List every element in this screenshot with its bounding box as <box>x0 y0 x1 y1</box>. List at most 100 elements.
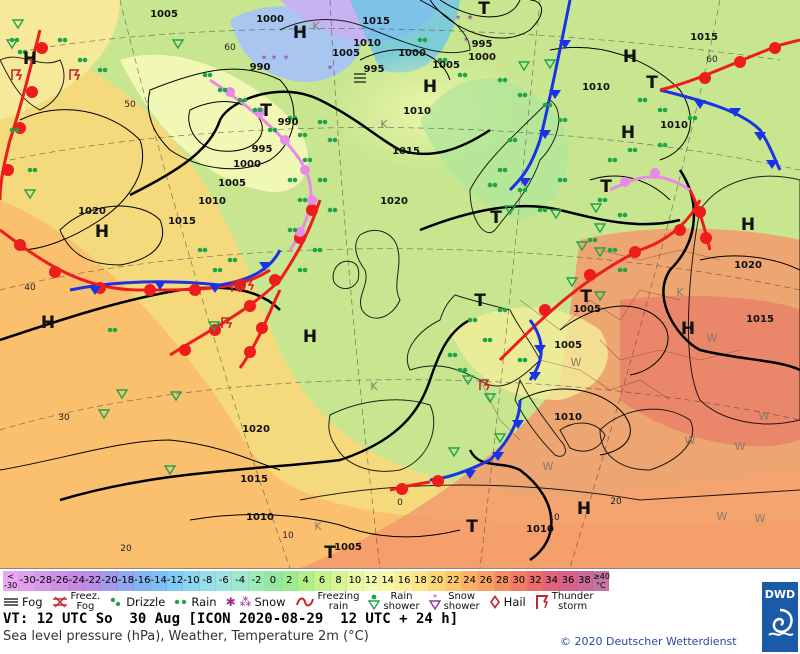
rain-symbol <box>502 307 508 313</box>
snow-symbol: * <box>468 14 473 25</box>
cold-front-marker <box>259 262 271 271</box>
isobar-label: 995 <box>364 64 385 75</box>
warm-front-marker <box>674 224 686 236</box>
warm-region-label: W <box>571 356 582 369</box>
rain-symbol <box>517 92 523 98</box>
rain-symbol <box>257 107 263 113</box>
rain-symbol <box>302 132 308 138</box>
cold-front-marker <box>89 286 101 295</box>
scale-cell: 30 <box>511 571 528 591</box>
latitude-label: 60 <box>224 43 236 53</box>
scale-cell: 0 <box>265 571 282 591</box>
rain-symbol <box>17 49 23 55</box>
warm-front-marker <box>269 274 281 286</box>
rain-shower-symbol <box>493 433 507 444</box>
snow-symbol: * <box>464 36 469 47</box>
scale-cell: 10 <box>347 571 364 591</box>
rain-symbol <box>332 207 338 213</box>
dwd-logo-text: DWD <box>764 588 796 601</box>
rain-symbol <box>657 142 663 148</box>
high-pressure-center: H <box>623 47 637 67</box>
isobar-label: 1005 <box>334 542 362 553</box>
rain-symbol <box>542 102 548 108</box>
rain-symbol <box>272 127 278 133</box>
scale-cell: -30 <box>19 571 36 591</box>
cold-front-marker <box>492 452 504 461</box>
rain-symbol <box>457 367 463 373</box>
rain-symbol <box>467 317 473 323</box>
rain-shower-symbol <box>5 39 19 50</box>
weather-legend: Fog Freez. Fog Drizzle Rain ✱ ⁂ Snow Free… <box>3 592 763 612</box>
warm-front-marker <box>700 232 712 244</box>
cold-front-marker <box>519 178 531 187</box>
rain-symbol <box>557 117 563 123</box>
rain-symbol <box>287 227 293 233</box>
warm-front-marker <box>432 475 444 487</box>
isobar-label: 1015 <box>746 314 774 325</box>
high-pressure-center: H <box>577 499 591 519</box>
rain-shower-symbol <box>503 205 517 216</box>
scale-cell: -14 <box>150 571 167 591</box>
warm-region-label: W <box>707 332 718 345</box>
rain-symbol <box>242 97 248 103</box>
rain-symbol <box>612 157 618 163</box>
scale-cell: 34 <box>543 571 561 591</box>
rain-shower-symbol <box>549 209 563 220</box>
scale-cell: -22 <box>84 571 102 591</box>
cold-front-marker <box>209 284 221 293</box>
rain-symbol <box>62 37 68 43</box>
rain-symbol <box>512 137 518 143</box>
low-pressure-center: T <box>474 291 486 311</box>
warm-front-marker <box>734 56 746 68</box>
cold-region-label: K <box>312 20 320 33</box>
rain-symbol <box>82 57 88 63</box>
latitude-label: 20 <box>120 544 132 554</box>
rain-symbol <box>517 357 523 363</box>
isobar-label: 1010 <box>403 106 431 117</box>
warm-front-marker <box>629 246 641 258</box>
scale-cell: ≥40 °C <box>593 571 610 591</box>
scale-cell: 22 <box>445 571 462 591</box>
rain-symbol <box>507 137 513 143</box>
occluded-front-marker <box>650 168 660 178</box>
scale-cell: 6 <box>314 571 331 591</box>
low-pressure-center: T <box>646 73 658 93</box>
scale-cell: 4 <box>298 571 315 591</box>
latitude-label: 10 <box>548 513 560 523</box>
map-description: Sea level pressure (hPa), Weather, Tempe… <box>3 629 369 644</box>
rain-symbol <box>627 147 633 153</box>
scale-cell: -8 <box>199 571 217 591</box>
rain-symbol <box>77 57 83 63</box>
low-pressure-center: T <box>478 0 490 19</box>
rain-symbol <box>232 257 238 263</box>
latitude-label: 20 <box>610 497 622 507</box>
rain-symbol <box>502 167 508 173</box>
rain-symbol <box>622 267 628 273</box>
rain-symbol <box>202 247 208 253</box>
snow-symbol: * <box>456 14 461 25</box>
rain-shower-symbol <box>461 375 475 386</box>
cold-front-marker <box>534 345 546 354</box>
rain-symbol <box>557 177 563 183</box>
low-pressure-center: T <box>490 208 502 228</box>
snow-symbol: * <box>468 14 473 25</box>
warm-front-marker <box>584 269 596 281</box>
isobar-label: 1015 <box>690 32 718 43</box>
legend-hail: Hail <box>489 594 526 610</box>
rain-symbol <box>322 177 328 183</box>
dwd-logo: DWD <box>762 582 798 652</box>
cold-front-marker <box>539 130 551 139</box>
rain-shower-icon <box>368 594 381 610</box>
rain-shower-symbol <box>163 465 177 476</box>
rain-symbol <box>302 157 308 163</box>
rain-shower-symbol <box>447 447 461 458</box>
thunderstorm-symbol <box>221 317 233 329</box>
high-pressure-center: H <box>681 319 695 339</box>
rain-symbol <box>227 257 233 263</box>
high-pressure-center: H <box>423 77 437 97</box>
rain-symbol <box>102 67 108 73</box>
scale-cell: 20 <box>429 571 446 591</box>
rain-symbol <box>602 197 608 203</box>
isobar-label: 1020 <box>242 424 270 435</box>
scale-cell: 2 <box>281 571 299 591</box>
